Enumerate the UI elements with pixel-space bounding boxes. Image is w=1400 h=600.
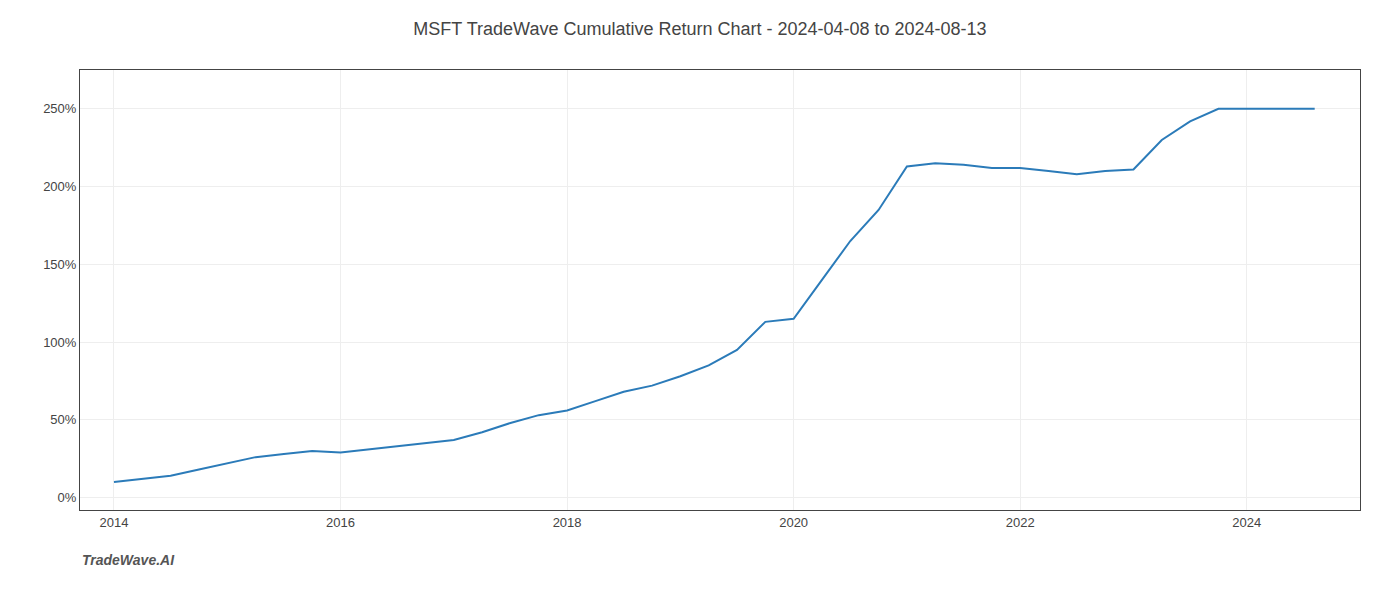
svg-text:2014: 2014 bbox=[100, 515, 129, 530]
svg-text:2020: 2020 bbox=[779, 515, 808, 530]
svg-text:2018: 2018 bbox=[553, 515, 582, 530]
svg-text:150%: 150% bbox=[43, 257, 77, 272]
svg-text:250%: 250% bbox=[43, 101, 77, 116]
svg-text:2016: 2016 bbox=[326, 515, 355, 530]
svg-text:200%: 200% bbox=[43, 179, 77, 194]
svg-text:0%: 0% bbox=[58, 490, 77, 505]
svg-text:100%: 100% bbox=[43, 335, 77, 350]
svg-text:MSFT TradeWave Cumulative Retu: MSFT TradeWave Cumulative Return Chart -… bbox=[413, 19, 986, 39]
svg-text:50%: 50% bbox=[50, 412, 76, 427]
svg-text:TradeWave.AI: TradeWave.AI bbox=[82, 552, 175, 568]
svg-text:2022: 2022 bbox=[1006, 515, 1035, 530]
svg-text:2024: 2024 bbox=[1232, 515, 1261, 530]
